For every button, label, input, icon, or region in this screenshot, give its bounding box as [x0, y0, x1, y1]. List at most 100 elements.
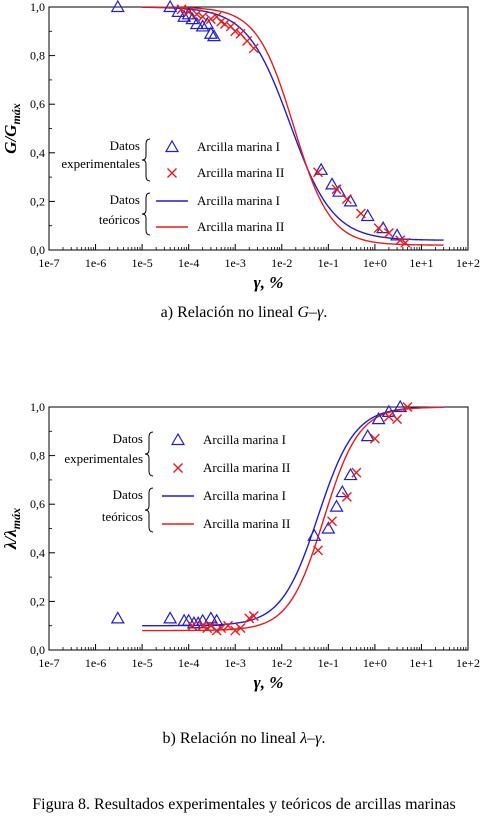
chart-a-legend: Datos experimentales Datos teóricos Arcilla …: [61, 138, 284, 236]
chart-b-x-tick-label: 1e-2: [271, 656, 292, 670]
chart-b-theory-curve-2: [142, 406, 444, 632]
chart-b-triangle-point: [203, 611, 218, 624]
chart-b-y-tick-label: 0,4: [30, 546, 45, 560]
chart-b-legend-group-exp-1: Datos: [113, 431, 143, 446]
chart-b-triangle-point: [329, 499, 344, 512]
chart-b-x-axis-label: γ, %: [254, 673, 284, 692]
chart-b-legend-label-1: Arcilla marina II: [203, 460, 290, 475]
chart-b-triangle-point: [321, 521, 336, 534]
chart-a-triangle-point: [163, 0, 178, 13]
chart-a-cross-point: [341, 193, 352, 204]
chart-a-x-tick-label: 1e-2: [271, 256, 292, 270]
chart-a-triangle-point: [206, 28, 222, 42]
chart-b-y-tick-label: 0,6: [30, 497, 45, 511]
caption-b-math: λ–γ: [300, 730, 322, 747]
caption-a-suffix: .: [323, 304, 328, 321]
chart-a-y-tick-label: 0,6: [30, 97, 45, 111]
chart-a-cross-point: [230, 26, 241, 37]
chart-b-y-tick-label: 0,8: [30, 449, 45, 463]
chart-a-legend-cross: [167, 168, 177, 178]
chart-b-cross-point: [235, 623, 246, 634]
chart-a-y-tick-label: 0,4: [30, 146, 45, 160]
chart-b-legend: Datos experimentales Datos teóricos Arcilla …: [64, 431, 290, 533]
chart-b-y-tick-label: 0,0: [30, 643, 45, 657]
chart-b-legend-label-2: Arcilla marina I: [203, 488, 286, 503]
chart-a-cross-point: [373, 223, 384, 234]
chart-b-cross-point: [402, 402, 413, 412]
chart-b-x-tick-label: 1e+1: [409, 656, 433, 670]
chart-a-cross-point: [331, 184, 342, 195]
chart-b-legend-cross: [173, 463, 183, 473]
chart-b-y-axis-label-sub: máx: [9, 508, 23, 529]
chart-a-x-tick-label: 1e-5: [131, 256, 152, 270]
chart-a-triangle-point: [343, 194, 358, 207]
chart-a-cross-point: [205, 14, 216, 25]
chart-a-y-tick-label: 1,0: [30, 0, 45, 14]
chart-a-legend-label-2: Arcilla marina I: [197, 193, 280, 208]
chart-a-cross-point: [219, 19, 230, 30]
chart-a-triangle-point: [314, 162, 329, 175]
chart-a-legend-label-3: Arcilla marina II: [197, 219, 284, 234]
chart-b-legend-triangle: [170, 432, 186, 446]
caption-a: a) Relación no lineal G–γ.: [0, 304, 488, 322]
chart-b-legend-brace-1: [144, 487, 154, 533]
chart-b-triangle-point: [335, 484, 350, 498]
chart-a-x-tick-label: 1e+0: [363, 256, 387, 270]
chart-a-legend-triangle: [164, 139, 180, 153]
chart-a-x-tick-label: 1e-3: [225, 256, 246, 270]
caption-b: b) Relación no lineal λ–γ.: [0, 730, 488, 748]
chart-a-x-tick-label: 1e-1: [318, 256, 339, 270]
caption-b-suffix: .: [321, 730, 326, 747]
chart-a-cross-point: [355, 208, 366, 219]
caption-a-prefix: a) Relación no lineal: [160, 304, 298, 321]
chart-b-legend-label-0: Arcilla marina I: [203, 432, 286, 447]
chart-b-cross-point: [248, 610, 259, 621]
chart-a-x-tick-label: 1e+2: [456, 256, 480, 270]
chart-a-x-tick-label: 1e-4: [178, 256, 199, 270]
chart-b-cross-point: [392, 414, 403, 425]
chart-a-y-tick-label: 0,2: [30, 194, 45, 208]
chart-a-cross-point: [400, 237, 411, 248]
figure-caption: Figura 8. Resultados experimentales y te…: [32, 796, 456, 813]
chart-b-legend-group-theo-2: teóricos: [102, 509, 143, 524]
chart-b-cross-point: [341, 491, 352, 502]
chart-a-cross-point: [383, 227, 394, 238]
chart-a-y-axis-label-sub: máx: [9, 103, 23, 124]
chart-b-triangle-point: [307, 528, 322, 541]
chart-a-x-tick-label: 1e+1: [409, 256, 433, 270]
chart-b-cross-point: [313, 545, 324, 556]
chart-b-triangle-point: [163, 611, 178, 624]
chart-b-triangle-point: [371, 411, 386, 425]
chart-a-legend-label-1: Arcilla marina II: [197, 165, 284, 180]
caption-a-math: G–γ: [297, 304, 324, 321]
chart-b-x-tick-label: 1e-3: [225, 656, 246, 670]
chart-a-legend-label-0: Arcilla marina I: [197, 139, 280, 154]
chart-b-cross-point: [216, 623, 227, 634]
chart-a-triangle-point: [185, 11, 200, 25]
chart-b-x-tick-label: 1e-5: [131, 656, 152, 670]
chart-b-y-tick-label: 0,2: [30, 594, 45, 608]
chart-a-y-tick-label: 0,8: [30, 49, 45, 63]
chart-b-triangle-point: [110, 611, 125, 624]
chart-a-series-2: [176, 4, 411, 248]
chart-a-cross-point: [183, 6, 194, 17]
chart-a-triangle-point: [390, 228, 405, 241]
chart-b-triangle-point: [360, 428, 375, 442]
chart-a-legend-group-exp-1: Datos: [110, 138, 140, 153]
chart-b-cross-point: [369, 433, 380, 444]
chart-b-cross-point: [351, 467, 362, 478]
chart-b-y-axis-label: λ/λmáx: [1, 508, 23, 550]
chart-a-y-tick-label: 0,0: [30, 243, 45, 257]
chart-a-triangle-point: [110, 0, 125, 13]
chart-a-triangle-point: [177, 9, 192, 22]
chart-a-cross-point: [313, 167, 324, 178]
chart-b-series-2: [187, 402, 413, 636]
chart-b-series-1: [110, 400, 408, 629]
chart-g-gamma: 1e-7 1e-6 1e-5 1e-4 1e-3 1e-2 1e-1 1e+0 1e+1 1e+2…: [1, 0, 480, 292]
chart-lambda-gamma: 1e-7 1e-6 1e-5 1e-4 1e-3 1e-2 1e-1 1e+0 1e+1 1e+2…: [1, 400, 480, 692]
chart-b-cross-point: [230, 625, 241, 636]
chart-b-triangle-point: [343, 467, 358, 481]
chart-a-x-axis-label: γ, %: [254, 273, 284, 292]
chart-a-cross-point: [248, 43, 259, 54]
chart-a-cross-point: [191, 9, 202, 20]
